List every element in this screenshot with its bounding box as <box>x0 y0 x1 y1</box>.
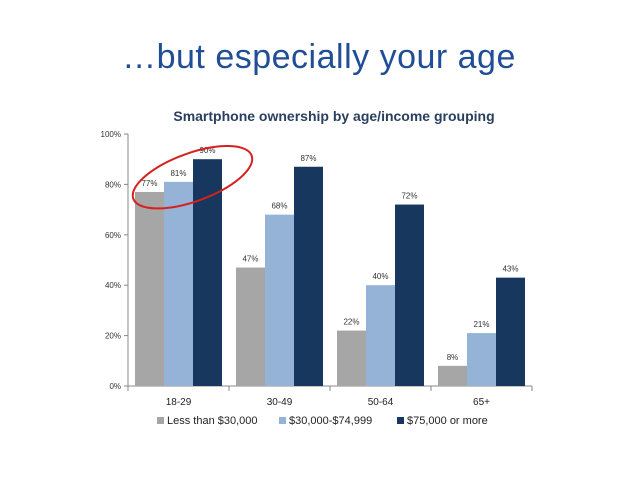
x-tick-label: 65+ <box>473 397 490 408</box>
y-tick-label: 100% <box>101 130 121 139</box>
bar <box>467 333 496 386</box>
bar-value-label: 72% <box>401 192 417 201</box>
bar-value-label: 87% <box>300 154 316 163</box>
x-tick-label: 50-64 <box>368 397 394 408</box>
bar-value-label: 68% <box>271 202 287 211</box>
bar-value-label: 21% <box>473 320 489 329</box>
legend-label: Less than $30,000 <box>167 415 258 427</box>
bar <box>395 204 424 386</box>
y-tick-label: 20% <box>105 332 121 341</box>
y-tick-label: 0% <box>109 382 121 391</box>
highlight-ellipse-shape <box>131 145 254 210</box>
y-tick-label: 80% <box>105 180 121 189</box>
chart-data-labels: 77% 81% 90% 47% 68% 87% 22% 40% 72% 8% 21% 43% <box>141 146 518 362</box>
slide-title: …but especially your age <box>122 38 516 76</box>
bar-value-label: 22% <box>343 318 359 327</box>
bar-value-label: 8% <box>447 353 459 362</box>
legend-label: $30,000-$74,999 <box>289 415 372 427</box>
highlight-ellipse <box>131 145 254 210</box>
bar <box>337 330 366 386</box>
chart-legend: Less than $30,000 $30,000-$74,999 $75,000 … <box>157 415 488 427</box>
bar <box>265 214 294 386</box>
chart-title: Smartphone ownership by age/income group… <box>173 108 494 124</box>
bar-value-label: 77% <box>141 179 157 188</box>
bar <box>496 277 525 386</box>
x-tick-label: 30-49 <box>267 397 293 408</box>
bar-value-label: 40% <box>372 272 388 281</box>
bar-value-label: 47% <box>242 255 258 264</box>
legend-swatch <box>397 417 404 424</box>
bar <box>366 285 395 386</box>
bar <box>164 181 193 386</box>
y-tick-label: 60% <box>105 231 121 240</box>
bar-value-label: 90% <box>199 146 215 155</box>
legend-label: $75,000 or more <box>407 415 488 427</box>
bar <box>135 191 164 386</box>
bar <box>294 166 323 386</box>
chart-bars <box>135 159 525 386</box>
bar-value-label: 81% <box>170 169 186 178</box>
bar <box>438 365 467 386</box>
legend-swatch <box>279 417 286 424</box>
bar <box>236 267 265 386</box>
x-tick-label: 18-29 <box>166 397 192 408</box>
bar-value-label: 43% <box>502 265 518 274</box>
legend-swatch <box>157 417 164 424</box>
y-tick-label: 40% <box>105 281 121 290</box>
